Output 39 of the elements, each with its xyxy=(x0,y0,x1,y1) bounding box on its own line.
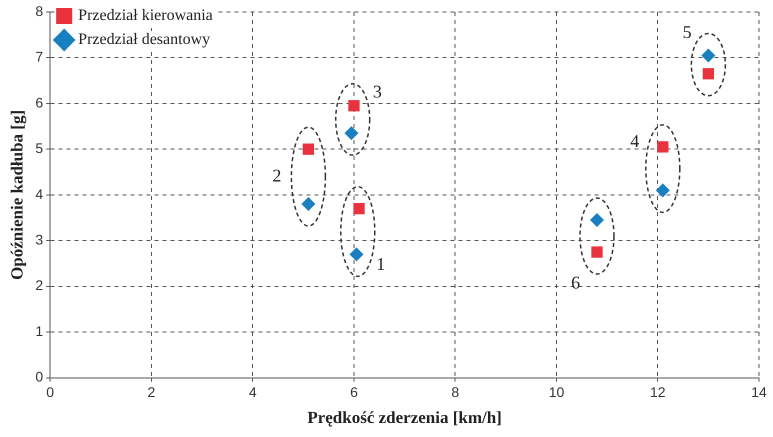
y-tick-label: 4 xyxy=(35,186,44,202)
point xyxy=(344,126,358,140)
y-tick-label: 5 xyxy=(35,140,44,156)
point xyxy=(702,68,714,80)
x-tick-label: 4 xyxy=(248,384,257,400)
x-axis-title: Prędkość zderzenia [km/h] xyxy=(307,408,502,428)
y-axis-title: Opóźnienie kadłuba [g] xyxy=(8,110,27,280)
annotation: 2 xyxy=(272,165,282,186)
point xyxy=(656,183,670,198)
x-tick-label: 8 xyxy=(451,384,460,400)
x-tick-label: 6 xyxy=(350,384,358,400)
annotation: 6 xyxy=(571,272,580,292)
y-tick-label: 2 xyxy=(35,277,44,294)
y-tick-label: 0 xyxy=(35,368,44,385)
annotation: 5 xyxy=(682,22,692,42)
x-tick-label: 2 xyxy=(148,384,156,400)
point xyxy=(701,48,716,62)
x-tick-label: 14 xyxy=(751,384,767,400)
legend-label: Przedział desantowy xyxy=(78,31,210,48)
point xyxy=(590,213,604,228)
annotation: 1 xyxy=(376,254,386,274)
y-tick-label: 8 xyxy=(35,2,44,19)
annotation: 4 xyxy=(630,131,640,152)
point xyxy=(591,246,603,258)
y-tick-label: 1 xyxy=(35,322,44,339)
point xyxy=(302,144,314,155)
point xyxy=(348,100,360,112)
point xyxy=(657,141,668,153)
point xyxy=(353,202,365,214)
point xyxy=(349,247,364,262)
x-tick-label: 12 xyxy=(650,384,666,400)
point xyxy=(301,197,316,212)
annotation: 3 xyxy=(372,81,382,102)
y-tick-label: 3 xyxy=(35,231,44,248)
y-tick-label: 7 xyxy=(35,48,44,65)
x-tick-label: 10 xyxy=(548,384,564,400)
y-tick-label: 6 xyxy=(35,94,44,110)
legend-label: Przedział kierowania xyxy=(78,7,213,24)
x-tick-label: 0 xyxy=(46,384,54,400)
